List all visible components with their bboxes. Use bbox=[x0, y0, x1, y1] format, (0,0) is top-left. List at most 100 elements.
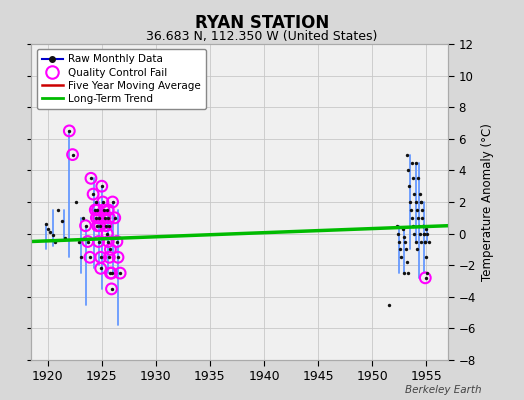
Point bbox=[93, 222, 102, 229]
Point bbox=[398, 226, 407, 232]
Point bbox=[107, 270, 116, 276]
Point bbox=[114, 254, 122, 260]
Point bbox=[417, 199, 425, 205]
Point bbox=[91, 207, 100, 213]
Point bbox=[107, 270, 116, 276]
Point bbox=[104, 238, 113, 245]
Point bbox=[413, 175, 422, 182]
Point bbox=[93, 207, 102, 213]
Point bbox=[423, 230, 432, 237]
Point bbox=[94, 238, 103, 245]
Point bbox=[103, 230, 112, 237]
Point bbox=[419, 222, 428, 229]
Point bbox=[87, 175, 95, 182]
Point bbox=[116, 270, 124, 276]
Point bbox=[92, 214, 101, 221]
Point bbox=[409, 175, 418, 182]
Point bbox=[99, 199, 107, 205]
Point bbox=[421, 238, 430, 245]
Point bbox=[102, 222, 110, 229]
Point bbox=[397, 254, 406, 260]
Point bbox=[61, 235, 69, 242]
Point bbox=[105, 254, 114, 260]
Point bbox=[81, 222, 90, 229]
Point bbox=[41, 221, 50, 227]
Point bbox=[106, 270, 115, 276]
Point bbox=[107, 286, 116, 292]
Point bbox=[417, 238, 425, 245]
Legend: Raw Monthly Data, Quality Control Fail, Five Year Moving Average, Long-Term Tren: Raw Monthly Data, Quality Control Fail, … bbox=[37, 49, 206, 109]
Point bbox=[96, 265, 105, 272]
Point bbox=[103, 230, 112, 237]
Point bbox=[79, 214, 88, 221]
Point bbox=[405, 183, 413, 189]
Point bbox=[116, 270, 124, 276]
Point bbox=[68, 151, 77, 158]
Y-axis label: Temperature Anomaly (°C): Temperature Anomaly (°C) bbox=[482, 123, 494, 281]
Point bbox=[104, 214, 113, 221]
Point bbox=[416, 230, 424, 237]
Point bbox=[58, 218, 66, 224]
Point bbox=[418, 207, 426, 213]
Point bbox=[404, 167, 412, 174]
Point bbox=[106, 246, 115, 253]
Point bbox=[404, 270, 412, 276]
Point bbox=[423, 270, 432, 276]
Point bbox=[72, 199, 80, 205]
Point bbox=[83, 238, 92, 245]
Point bbox=[396, 246, 405, 253]
Point bbox=[409, 222, 418, 229]
Point bbox=[414, 222, 423, 229]
Point bbox=[105, 214, 114, 221]
Point bbox=[96, 254, 105, 260]
Point bbox=[95, 222, 104, 229]
Point bbox=[89, 191, 97, 197]
Point bbox=[418, 214, 426, 221]
Point bbox=[417, 199, 425, 205]
Point bbox=[422, 275, 431, 281]
Point bbox=[400, 238, 409, 245]
Point bbox=[107, 286, 116, 292]
Point bbox=[93, 222, 102, 229]
Point bbox=[96, 265, 105, 272]
Point bbox=[93, 207, 102, 213]
Point bbox=[108, 199, 117, 205]
Point bbox=[408, 214, 417, 221]
Point bbox=[422, 226, 431, 232]
Point bbox=[108, 199, 117, 205]
Point bbox=[384, 302, 392, 308]
Point bbox=[113, 238, 121, 245]
Point bbox=[406, 199, 414, 205]
Text: 36.683 N, 112.350 W (United States): 36.683 N, 112.350 W (United States) bbox=[146, 30, 378, 43]
Point bbox=[411, 238, 420, 245]
Point bbox=[104, 207, 113, 213]
Point bbox=[410, 191, 419, 197]
Point bbox=[77, 254, 85, 260]
Point bbox=[407, 207, 416, 213]
Point bbox=[81, 222, 90, 229]
Point bbox=[43, 226, 52, 232]
Point bbox=[46, 229, 54, 235]
Point bbox=[420, 230, 429, 237]
Point bbox=[68, 151, 77, 158]
Point bbox=[111, 214, 119, 221]
Point bbox=[416, 191, 424, 197]
Point bbox=[424, 238, 433, 245]
Point bbox=[111, 214, 119, 221]
Point bbox=[92, 199, 101, 205]
Point bbox=[393, 222, 401, 229]
Point bbox=[65, 128, 73, 134]
Point bbox=[89, 191, 97, 197]
Point bbox=[100, 207, 108, 213]
Point bbox=[422, 254, 431, 260]
Point bbox=[49, 232, 57, 238]
Point bbox=[99, 199, 107, 205]
Point bbox=[65, 128, 73, 134]
Point bbox=[83, 238, 92, 245]
Point bbox=[394, 230, 402, 237]
Point bbox=[92, 214, 101, 221]
Point bbox=[75, 238, 83, 245]
Point bbox=[91, 207, 100, 213]
Point bbox=[420, 230, 429, 237]
Point bbox=[408, 159, 417, 166]
